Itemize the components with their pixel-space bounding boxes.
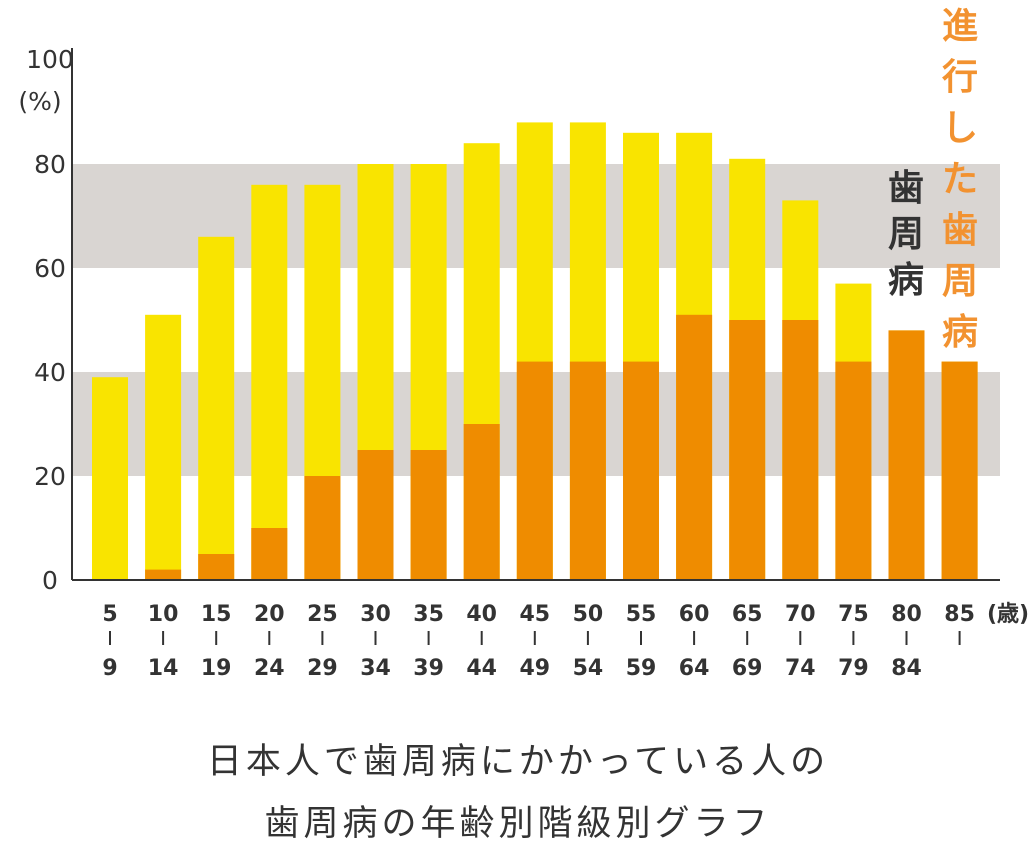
x-tick-labels: 5910141519202425293034353940444549505455… (102, 602, 1029, 681)
x-tick-start-1: 10 (148, 602, 179, 627)
bar-series1-1 (145, 569, 182, 580)
legend-label-series1-char-0: 進 (942, 6, 978, 47)
x-tick-end-10: 59 (626, 656, 657, 681)
x-tick-start-5: 30 (360, 602, 391, 627)
legend-label-series0-char-1: 周 (888, 214, 924, 255)
bar-series0-1 (145, 314, 182, 580)
x-tick-start-11: 60 (679, 602, 710, 627)
y-tick-60: 60 (34, 254, 66, 283)
legend-label-series1-char-1: 行 (942, 57, 978, 98)
x-tick-start-7: 40 (466, 602, 497, 627)
x-tick-end-12: 69 (732, 656, 763, 681)
x-tick-start-16: 85 (944, 602, 975, 627)
caption-line-2: 歯周病の年齢別階級別グラフ (264, 804, 772, 844)
x-tick-start-9: 50 (573, 602, 604, 627)
bar-series0-2 (198, 236, 235, 581)
x-tick-end-14: 79 (838, 656, 869, 681)
y-tick-40: 40 (34, 358, 66, 387)
x-tick-end-1: 14 (148, 656, 179, 681)
x-tick-end-3: 24 (254, 656, 285, 681)
x-tick-end-2: 19 (201, 656, 232, 681)
bar-series1-4 (304, 476, 341, 580)
y-tick-0: 0 (42, 566, 58, 595)
x-tick-start-2: 15 (201, 602, 232, 627)
x-tick-end-5: 34 (360, 656, 391, 681)
y-tick-100: 100 (26, 45, 74, 74)
legend-label-series1-char-3: た (942, 159, 978, 200)
legend-label-series0-char-2: 病 (888, 260, 924, 301)
x-tick-end-6: 39 (413, 656, 444, 681)
bar-series1-3 (251, 528, 288, 580)
bar-series1-10 (623, 361, 659, 580)
bar-series1-14 (835, 361, 872, 580)
legend-label-series1-char-5: 周 (942, 261, 978, 302)
bar-series1-12 (729, 320, 766, 580)
bars (92, 122, 978, 581)
x-tick-end-15: 84 (891, 656, 922, 681)
x-tick-start-8: 45 (519, 602, 550, 627)
caption-line-1: 日本人で歯周病にかかっている人の (206, 742, 830, 782)
x-tick-start-6: 35 (413, 602, 444, 627)
legend-label-series1-char-6: 病 (942, 312, 978, 353)
x-tick-end-0: 9 (102, 656, 117, 681)
x-unit-label: (歳) (987, 602, 1029, 627)
y-tick-labels: 0 20 40 60 80 100 (%) (18, 45, 73, 595)
bar-series1-15 (888, 330, 925, 580)
x-tick-start-12: 65 (732, 602, 763, 627)
x-tick-start-3: 20 (254, 602, 285, 627)
x-tick-start-14: 75 (838, 602, 869, 627)
bar-series1-7 (463, 424, 500, 580)
x-tick-end-11: 64 (679, 656, 710, 681)
x-tick-end-13: 74 (785, 656, 816, 681)
bar-series1-9 (569, 361, 606, 580)
bar-series1-8 (516, 361, 553, 580)
y-unit-label: (%) (18, 87, 61, 116)
x-tick-start-0: 5 (102, 602, 117, 627)
bar-series0-3 (251, 184, 288, 581)
bar-series0-0 (92, 377, 128, 580)
bar-series1-2 (198, 554, 235, 580)
x-tick-end-8: 49 (519, 656, 550, 681)
bar-series1-13 (782, 320, 819, 580)
y-tick-20: 20 (34, 462, 66, 491)
legend-label-series0: 歯周病 (888, 168, 924, 301)
x-tick-start-15: 80 (891, 602, 922, 627)
x-tick-start-13: 70 (785, 602, 816, 627)
x-tick-start-10: 55 (626, 602, 657, 627)
x-tick-end-4: 29 (307, 656, 338, 681)
axes (71, 48, 1000, 581)
bar-series1-5 (357, 450, 394, 580)
x-tick-end-9: 54 (573, 656, 604, 681)
x-tick-start-4: 25 (307, 602, 338, 627)
legend-label-series1-char-2: し (942, 108, 978, 149)
legend-label-series0-char-0: 歯 (888, 168, 924, 209)
bar-series1-11 (676, 314, 713, 580)
x-tick-end-7: 44 (466, 656, 497, 681)
bar-series1-16 (941, 361, 978, 580)
legend-label-series1-char-4: 歯 (942, 210, 978, 251)
y-tick-80: 80 (34, 150, 66, 179)
bar-series1-6 (410, 450, 447, 580)
